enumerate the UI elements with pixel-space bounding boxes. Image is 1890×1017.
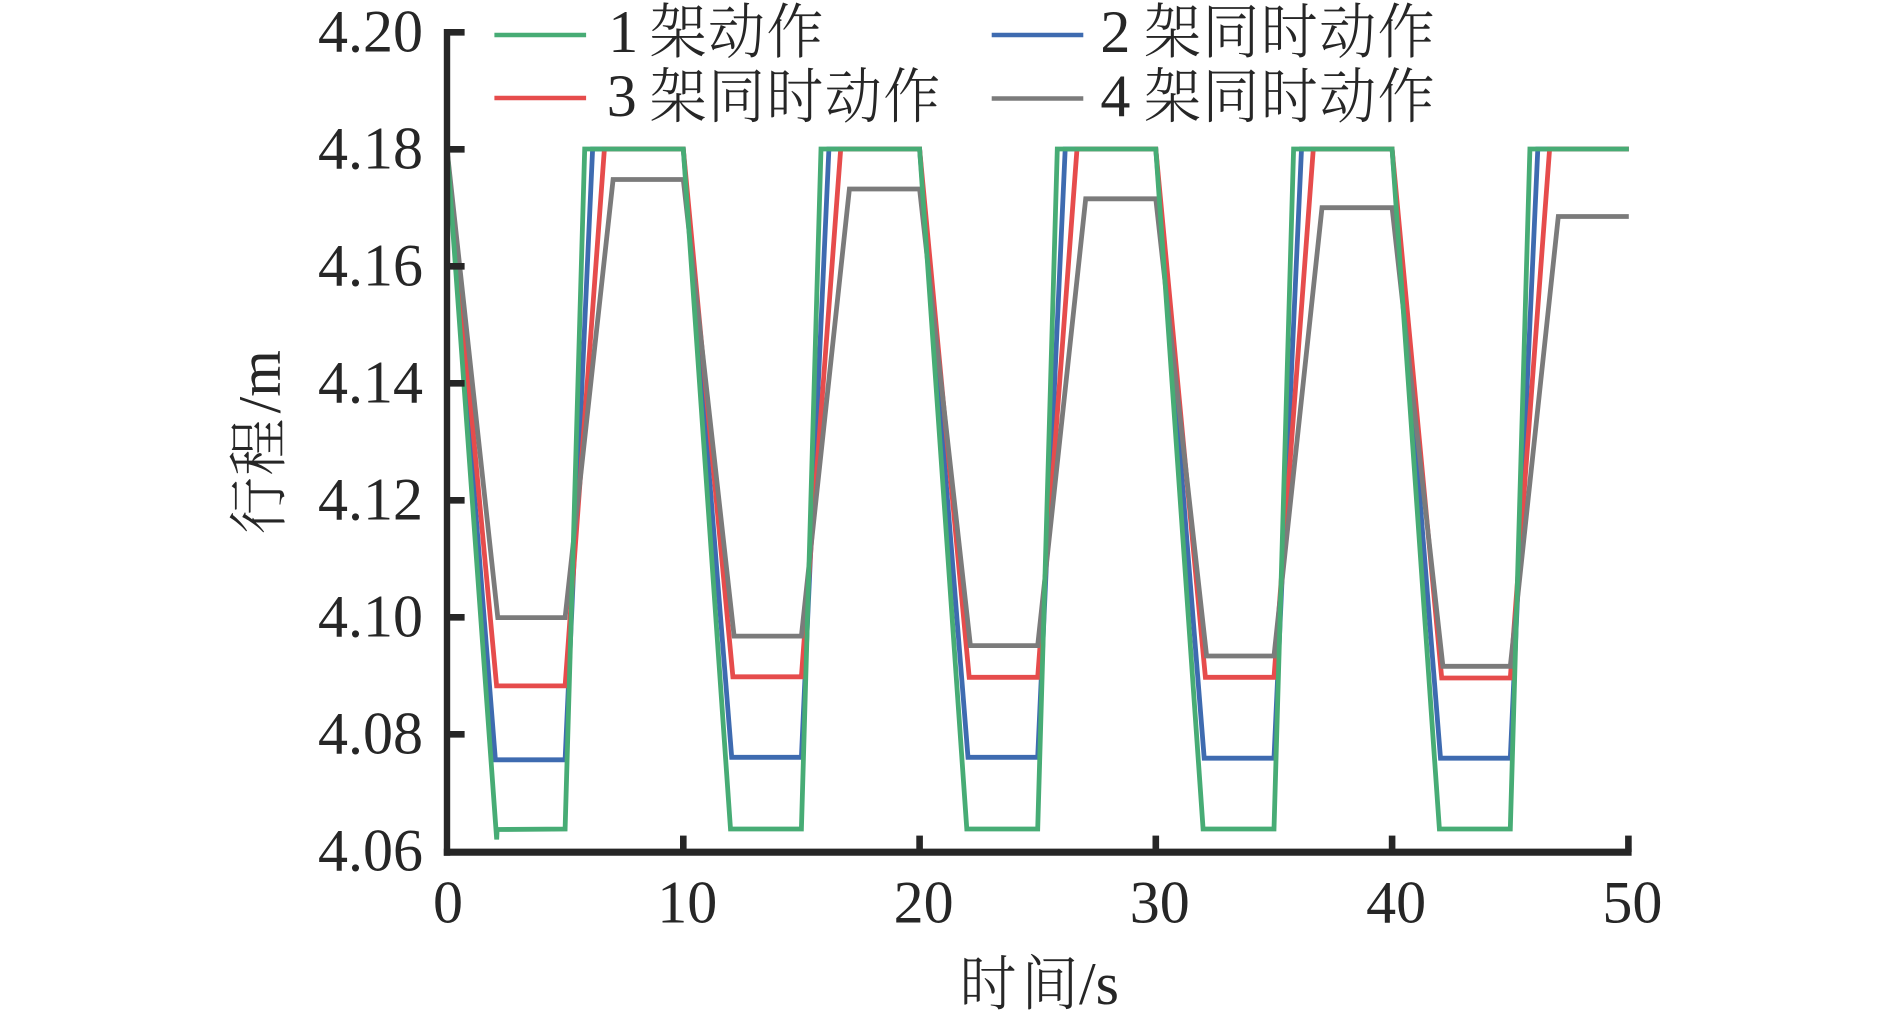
svg-text:1: 1 [608, 0, 638, 65]
svg-text:4: 4 [1100, 63, 1130, 129]
svg-text:4.10: 4.10 [318, 583, 423, 649]
svg-text:20: 20 [894, 870, 954, 936]
svg-text:/s: /s [1079, 951, 1119, 1017]
svg-text:0: 0 [433, 870, 463, 936]
svg-text:4.14: 4.14 [318, 349, 423, 415]
svg-text:4.16: 4.16 [318, 232, 423, 298]
svg-text:3: 3 [607, 63, 637, 129]
svg-text:4.18: 4.18 [318, 115, 423, 181]
svg-text:4.12: 4.12 [318, 466, 423, 532]
svg-text:40: 40 [1366, 870, 1426, 936]
svg-text:30: 30 [1130, 870, 1190, 936]
svg-text:50: 50 [1602, 870, 1662, 936]
svg-text:4.20: 4.20 [318, 0, 423, 64]
svg-text:/m: /m [227, 350, 293, 413]
svg-text:2: 2 [1100, 0, 1130, 65]
svg-text:10: 10 [657, 870, 717, 936]
svg-text:4.06: 4.06 [318, 817, 423, 883]
svg-text:4.08: 4.08 [318, 700, 423, 766]
